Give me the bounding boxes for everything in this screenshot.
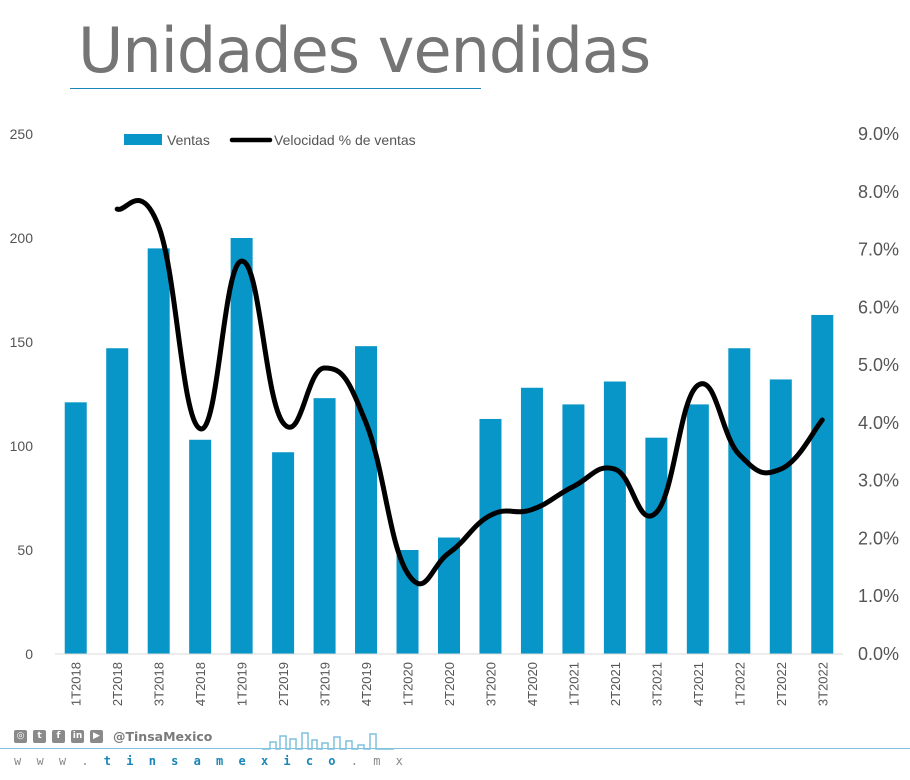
social-links: ◎ t f in ▶ @TinsaMexico: [14, 729, 212, 744]
right-tick-label: 8.0%: [858, 182, 899, 202]
right-tick-label: 7.0%: [858, 240, 899, 260]
bar: [230, 238, 253, 654]
website-link[interactable]: w w w . t i n s a m e x i c o . m x: [14, 754, 407, 768]
bar: [520, 387, 543, 654]
website-suffix: . m x: [339, 754, 407, 768]
right-tick-label: 9.0%: [858, 124, 899, 144]
x-axis-labels: 1T2018 2T2018 3T2018 4T2018 1T2019 2T2019 3T20…: [69, 662, 831, 706]
line-layer: [114, 198, 825, 587]
left-tick-label: 150: [10, 334, 34, 350]
twitter-icon[interactable]: t: [33, 730, 46, 743]
skyline-logo-icon: [262, 732, 394, 750]
title-underline: [70, 88, 481, 89]
bar: [438, 537, 460, 654]
bar: [479, 418, 502, 654]
right-tick-label: 0.0%: [858, 644, 899, 664]
instagram-icon[interactable]: ◎: [14, 730, 27, 743]
bar: [645, 437, 668, 654]
right-axis: 0.0% 1.0% 2.0% 3.0% 4.0% 5.0% 6.0% 7.0% 8.0% 9.0%: [858, 124, 899, 664]
page-title: Unidades vendidas: [78, 14, 651, 87]
legend-swatch-bars: [124, 134, 162, 145]
bar: [562, 404, 585, 654]
website-brand: t i n s a m e x i c o: [103, 754, 340, 768]
footer-divider: [0, 748, 910, 749]
legend: Ventas Velocidad % de ventas: [124, 132, 416, 148]
sales-chart: 0 50 100 150 200 250 0.0% 1.0% 2.0% 3.0% 4.0% 5.0%…: [10, 124, 899, 706]
left-tick-label: 50: [17, 542, 33, 558]
x-tick-label: 3T2021: [649, 662, 664, 706]
left-tick-label: 200: [10, 230, 34, 246]
x-tick-label: 2T2019: [276, 662, 291, 706]
right-tick-label: 3.0%: [858, 471, 899, 491]
website-prefix: w w w .: [14, 754, 104, 768]
bar: [686, 404, 709, 654]
right-tick-label: 1.0%: [858, 586, 899, 606]
x-tick-label: 2T2020: [442, 662, 457, 706]
legend-label-bars: Ventas: [167, 132, 210, 148]
bar: [189, 439, 212, 654]
x-tick-label: 1T2019: [235, 662, 250, 706]
bar: [769, 379, 792, 654]
x-tick-label: 1T2020: [401, 662, 416, 706]
bars: [64, 238, 834, 654]
linkedin-icon[interactable]: in: [71, 730, 84, 743]
social-handle[interactable]: @TinsaMexico: [113, 729, 213, 744]
x-tick-label: 1T2018: [69, 662, 84, 706]
x-tick-label: 3T2022: [815, 662, 830, 706]
x-tick-label: 3T2018: [152, 662, 167, 706]
right-tick-label: 2.0%: [858, 528, 899, 548]
x-tick-label: 4T2019: [359, 662, 374, 706]
bar: [355, 346, 378, 654]
youtube-icon[interactable]: ▶: [90, 730, 103, 743]
x-tick-label: 4T2020: [525, 662, 540, 706]
footer: ◎ t f in ▶ @TinsaMexico w w w . t i n s …: [0, 722, 910, 780]
right-tick-label: 5.0%: [858, 355, 899, 375]
x-tick-label: 3T2019: [318, 662, 333, 706]
bar: [313, 398, 336, 654]
bar: [811, 314, 834, 654]
x-tick-label: 2T2022: [774, 662, 789, 706]
bar: [64, 402, 87, 654]
legend-label-line: Velocidad % de ventas: [274, 132, 416, 148]
x-tick-label: 2T2018: [110, 662, 125, 706]
x-tick-label: 1T2021: [566, 662, 581, 706]
left-tick-label: 0: [25, 646, 33, 662]
x-tick-label: 2T2021: [608, 662, 623, 706]
bar: [728, 348, 751, 654]
x-tick-label: 3T2020: [483, 662, 498, 706]
left-axis: 0 50 100 150 200 250: [10, 126, 34, 662]
x-tick-label: 4T2021: [691, 662, 706, 706]
left-tick-label: 100: [10, 438, 34, 454]
left-tick-label: 250: [10, 126, 34, 142]
velocity-line: [114, 198, 825, 587]
right-tick-label: 4.0%: [858, 413, 899, 433]
bar: [603, 381, 626, 654]
right-tick-label: 6.0%: [858, 297, 899, 317]
x-tick-label: 1T2022: [732, 662, 747, 706]
bar: [106, 348, 129, 654]
facebook-icon[interactable]: f: [52, 730, 65, 743]
bar: [272, 452, 295, 654]
x-tick-label: 4T2018: [193, 662, 208, 706]
bar: [147, 248, 170, 654]
bar: [396, 550, 419, 654]
